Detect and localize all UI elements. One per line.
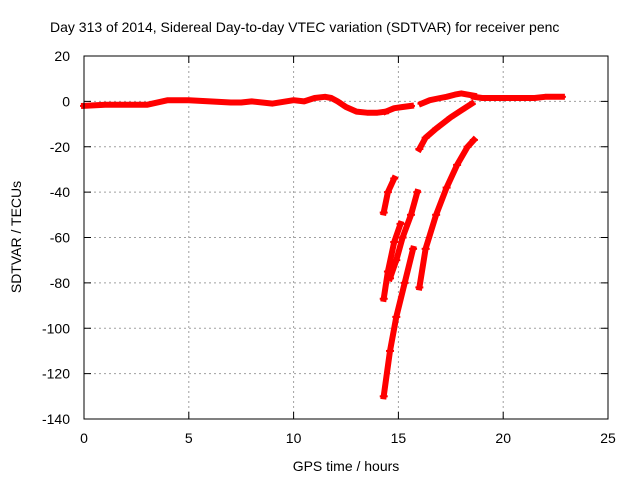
y-tick-label: 20 — [54, 48, 70, 64]
x-axis-label: GPS time / hours — [293, 458, 400, 474]
x-tick-label: 15 — [391, 430, 407, 446]
series-line-5 — [415, 135, 479, 291]
x-tick-label: 0 — [80, 430, 88, 446]
x-tick-label: 10 — [286, 430, 302, 446]
ticks — [83, 55, 609, 420]
y-tick-label: -120 — [42, 366, 70, 382]
y-tick-label: -140 — [42, 411, 70, 427]
y-tick-label: -40 — [50, 184, 70, 200]
y-tick-label: -20 — [50, 139, 70, 155]
series-line-0 — [80, 93, 390, 116]
x-tick-label: 5 — [185, 430, 193, 446]
tick-labels: 20 0 -20 -40 -60 -80 -100 -120 -140 0 5 10 15 20 25 — [42, 48, 616, 446]
y-tick-label: -100 — [42, 320, 70, 336]
series-layer — [80, 90, 566, 400]
series-line-3 — [470, 93, 565, 101]
y-axis-label: SDTVAR / TECUs — [8, 181, 24, 293]
y-tick-label: -60 — [50, 230, 70, 246]
series-line-6 — [380, 174, 399, 217]
y-tick-label: 0 — [62, 93, 70, 109]
series-line-4 — [415, 99, 476, 154]
y-tick-label: -80 — [50, 275, 70, 291]
series-line-7 — [380, 220, 405, 303]
x-tick-label: 20 — [495, 430, 511, 446]
series-line-1 — [381, 102, 415, 116]
chart-title: Day 313 of 2014, Sidereal Day-to-day VTE… — [50, 19, 559, 35]
grid — [84, 56, 608, 419]
x-tick-label: 25 — [600, 430, 616, 446]
